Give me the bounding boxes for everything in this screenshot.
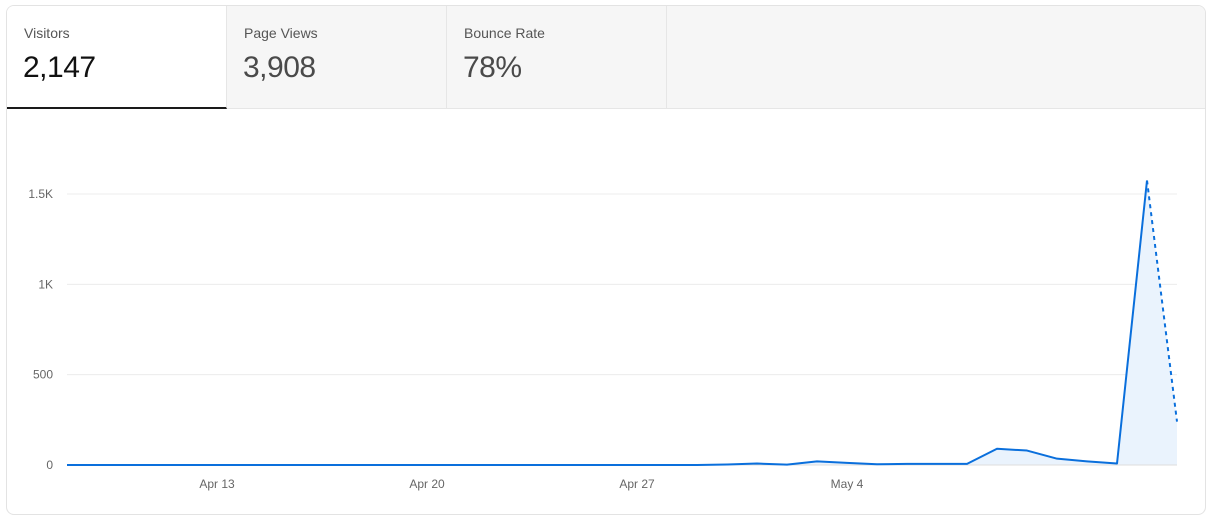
tab-page-views-label: Page Views (244, 25, 318, 41)
tab-bounce-rate[interactable]: Bounce Rate 78% (447, 6, 667, 109)
y-tick-label: 1.5K (28, 187, 53, 201)
x-tick-label: May 4 (831, 477, 864, 491)
metric-tabs: Visitors 2,147 Page Views 3,908 Bounce R… (7, 6, 1205, 109)
stats-card: Visitors 2,147 Page Views 3,908 Bounce R… (6, 5, 1206, 515)
series-line-dashed (1146, 180, 1178, 422)
x-tick-label: Apr 27 (619, 477, 655, 491)
tab-bounce-rate-value: 78% (463, 51, 522, 84)
tab-page-views-value: 3,908 (243, 51, 316, 84)
tab-visitors-label: Visitors (24, 25, 70, 41)
x-tick-label: Apr 13 (199, 477, 235, 491)
y-tick-label: 0 (46, 458, 53, 472)
series-line (67, 180, 1148, 466)
series-area (67, 180, 1177, 465)
x-tick-label: Apr 20 (409, 477, 445, 491)
y-tick-label: 500 (33, 368, 53, 382)
visitors-chart[interactable]: 0 500 1K 1.5K Apr 13 Apr 20 Apr 27 May 4 (7, 6, 1206, 515)
tab-page-views[interactable]: Page Views 3,908 (227, 6, 447, 109)
tab-visitors[interactable]: Visitors 2,147 (7, 6, 227, 109)
y-tick-label: 1K (38, 277, 53, 291)
tab-bounce-rate-label: Bounce Rate (464, 25, 545, 41)
tab-visitors-value: 2,147 (23, 51, 96, 84)
